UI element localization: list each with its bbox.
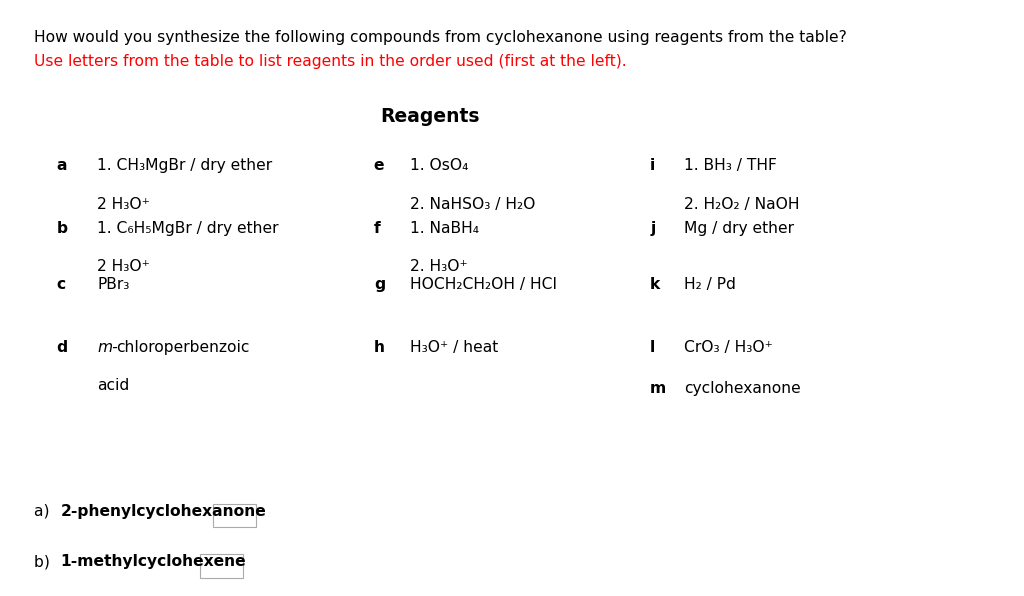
Text: f: f xyxy=(374,221,381,235)
Text: k: k xyxy=(650,277,660,292)
Text: chloroperbenzoic: chloroperbenzoic xyxy=(116,340,249,355)
Text: 1. C₆H₅MgBr / dry ether: 1. C₆H₅MgBr / dry ether xyxy=(97,221,279,235)
Text: Reagents: Reagents xyxy=(380,107,480,126)
Text: e: e xyxy=(374,158,384,173)
Text: c: c xyxy=(56,277,66,292)
Text: g: g xyxy=(374,277,385,292)
Text: CrO₃ / H₃O⁺: CrO₃ / H₃O⁺ xyxy=(684,340,773,355)
Text: cyclohexanone: cyclohexanone xyxy=(684,381,801,396)
Text: 1. NaBH₄: 1. NaBH₄ xyxy=(410,221,478,235)
Text: b): b) xyxy=(34,554,54,569)
Text: j: j xyxy=(650,221,655,235)
Text: h: h xyxy=(374,340,385,355)
Text: 1. BH₃ / THF: 1. BH₃ / THF xyxy=(684,158,777,173)
Text: acid: acid xyxy=(97,378,129,393)
Text: m: m xyxy=(650,381,667,396)
Text: 2. NaHSO₃ / H₂O: 2. NaHSO₃ / H₂O xyxy=(410,197,535,212)
Text: i: i xyxy=(650,158,655,173)
Text: 2 H₃O⁺: 2 H₃O⁺ xyxy=(97,197,151,212)
Text: b: b xyxy=(56,221,68,235)
Text: 2. H₂O₂ / NaOH: 2. H₂O₂ / NaOH xyxy=(684,197,800,212)
Text: How would you synthesize the following compounds from cyclohexanone using reagen: How would you synthesize the following c… xyxy=(34,30,847,45)
Text: a: a xyxy=(56,158,67,173)
Text: 2. H₃O⁺: 2. H₃O⁺ xyxy=(410,259,467,274)
Text: 2 H₃O⁺: 2 H₃O⁺ xyxy=(97,259,151,274)
Text: H₂ / Pd: H₂ / Pd xyxy=(684,277,736,292)
Text: d: d xyxy=(56,340,68,355)
Text: m-: m- xyxy=(97,340,118,355)
Text: l: l xyxy=(650,340,655,355)
Text: a): a) xyxy=(34,504,54,519)
Text: 1-methylcyclohexene: 1-methylcyclohexene xyxy=(60,554,246,569)
Text: Mg / dry ether: Mg / dry ether xyxy=(684,221,794,235)
Text: 1. OsO₄: 1. OsO₄ xyxy=(410,158,468,173)
Text: Use letters from the table to list reagents in the order used (first at the left: Use letters from the table to list reage… xyxy=(34,54,627,69)
Text: HOCH₂CH₂OH / HCl: HOCH₂CH₂OH / HCl xyxy=(410,277,556,292)
Text: 1. CH₃MgBr / dry ether: 1. CH₃MgBr / dry ether xyxy=(97,158,272,173)
Text: H₃O⁺ / heat: H₃O⁺ / heat xyxy=(410,340,498,355)
Text: 2-phenylcyclohexanone: 2-phenylcyclohexanone xyxy=(60,504,266,519)
Text: PBr₃: PBr₃ xyxy=(97,277,130,292)
